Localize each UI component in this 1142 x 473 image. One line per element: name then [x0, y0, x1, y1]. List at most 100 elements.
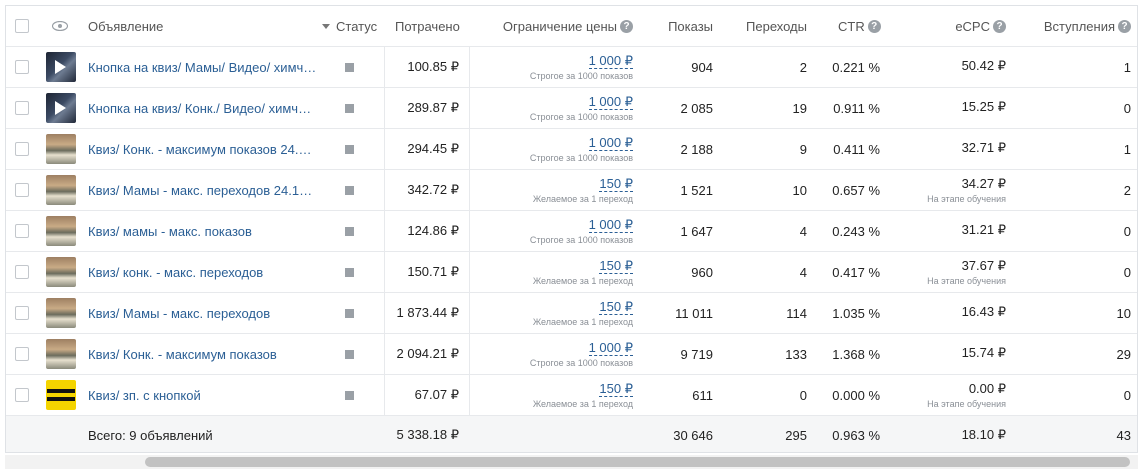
table-row[interactable]: Квиз/ Мамы - макс. переходов 24.1… 342.7… [6, 170, 1137, 211]
column-header-price-limit[interactable]: Ограничение цены? [481, 6, 633, 46]
price-limit-cell[interactable]: 1 000 ₽ Строгое за 1000 показов [481, 211, 633, 251]
ad-thumbnail-cell[interactable] [46, 211, 78, 251]
eye-icon[interactable] [52, 21, 68, 31]
ad-thumbnail-cell[interactable] [46, 293, 78, 333]
column-header-ecpc[interactable]: eCPC? [906, 6, 1006, 46]
price-limit-link[interactable]: 1 000 ₽ [588, 216, 633, 233]
table-row[interactable]: Квиз/ мамы - макс. показов 124.86 ₽ 1 00… [6, 211, 1137, 252]
price-limit-link[interactable]: 1 000 ₽ [588, 134, 633, 151]
ad-thumbnail[interactable] [46, 52, 76, 82]
question-icon[interactable]: ? [1118, 19, 1131, 33]
price-limit-link[interactable]: 1 000 ₽ [588, 339, 633, 356]
ad-thumbnail-cell[interactable] [46, 334, 78, 374]
price-limit-cell[interactable]: 150 ₽ Желаемое за 1 переход [481, 170, 633, 210]
ad-thumbnail[interactable] [46, 175, 76, 205]
ad-thumbnail-cell[interactable] [46, 252, 78, 292]
row-select-cell[interactable] [15, 252, 33, 292]
ad-name-link[interactable]: Квиз/ Мамы - макс. переходов 24.1… [88, 182, 313, 198]
row-select-cell[interactable] [15, 375, 33, 415]
price-limit-link[interactable]: 150 ₽ [599, 257, 633, 274]
ad-name-cell[interactable]: Квиз/ Конк. - максимум показов 24.… [88, 129, 318, 169]
row-checkbox[interactable] [15, 60, 29, 74]
price-limit-link[interactable]: 1 000 ₽ [588, 52, 633, 69]
ad-name-link[interactable]: Квиз/ конк. - макс. переходов [88, 264, 264, 280]
ad-name-cell[interactable]: Квиз/ Мамы - макс. переходов [88, 293, 318, 333]
select-all-cell[interactable] [15, 6, 33, 46]
row-select-cell[interactable] [15, 334, 33, 374]
column-header-joins[interactable]: Вступления? [1016, 6, 1131, 46]
row-checkbox[interactable] [15, 347, 29, 361]
column-header-ctr[interactable]: CTR? [838, 6, 898, 46]
column-header-status[interactable]: Статус [322, 6, 384, 46]
price-limit-cell[interactable]: 1 000 ₽ Строгое за 1000 показов [481, 129, 633, 169]
ad-name-cell[interactable]: Квиз/ зп. с кнопкой [88, 375, 318, 415]
ad-name-link[interactable]: Квиз/ Конк. - максимум показов [88, 346, 277, 362]
ad-name-cell[interactable]: Квиз/ Мамы - макс. переходов 24.1… [88, 170, 318, 210]
ad-name-link[interactable]: Квиз/ мамы - макс. показов [88, 223, 252, 239]
ad-name-cell[interactable]: Квиз/ мамы - макс. показов [88, 211, 318, 251]
question-icon[interactable]: ? [993, 19, 1006, 33]
ad-thumbnail-cell[interactable] [46, 129, 78, 169]
column-header-spent[interactable]: Потрачено [395, 6, 465, 46]
question-icon[interactable]: ? [620, 19, 633, 33]
row-checkbox[interactable] [15, 142, 29, 156]
row-select-cell[interactable] [15, 293, 33, 333]
price-limit-link[interactable]: 150 ₽ [599, 298, 633, 315]
price-limit-cell[interactable]: 1 000 ₽ Строгое за 1000 показов [481, 88, 633, 128]
ad-thumbnail[interactable] [46, 380, 76, 410]
ad-thumbnail[interactable] [46, 339, 76, 369]
table-row[interactable]: Квиз/ Конк. - максимум показов 24.… 294.… [6, 129, 1137, 170]
table-row[interactable]: Квиз/ Мамы - макс. переходов 1 873.44 ₽ … [6, 293, 1137, 334]
ad-thumbnail[interactable] [46, 257, 76, 287]
table-row[interactable]: Кнопка на квиз/ Мамы/ Видео/ химч… 100.8… [6, 47, 1137, 88]
row-select-cell[interactable] [15, 170, 33, 210]
row-checkbox[interactable] [15, 224, 29, 238]
row-checkbox[interactable] [15, 388, 29, 402]
column-header-impressions[interactable]: Показы [646, 6, 713, 46]
ad-name-link[interactable]: Кнопка на квиз/ Мамы/ Видео/ химч… [88, 59, 317, 75]
table-row[interactable]: Квиз/ конк. - макс. переходов 150.71 ₽ 1… [6, 252, 1137, 293]
row-checkbox[interactable] [15, 183, 29, 197]
price-limit-cell[interactable]: 150 ₽ Желаемое за 1 переход [481, 252, 633, 292]
row-select-cell[interactable] [15, 211, 33, 251]
ad-name-link[interactable]: Квиз/ зп. с кнопкой [88, 387, 201, 403]
table-row[interactable]: Квиз/ Конк. - максимум показов 2 094.21 … [6, 334, 1137, 375]
row-checkbox[interactable] [15, 101, 29, 115]
row-select-cell[interactable] [15, 129, 33, 169]
ad-thumbnail-cell[interactable] [46, 375, 78, 415]
column-header-ad[interactable]: Объявление [88, 6, 288, 46]
price-limit-link[interactable]: 150 ₽ [599, 175, 633, 192]
ad-name-link[interactable]: Квиз/ Мамы - макс. переходов [88, 305, 271, 321]
price-limit-cell[interactable]: 150 ₽ Желаемое за 1 переход [481, 293, 633, 333]
price-limit-cell[interactable]: 1 000 ₽ Строгое за 1000 показов [481, 47, 633, 87]
question-icon[interactable]: ? [867, 19, 881, 33]
scrollbar-thumb[interactable] [145, 457, 1130, 467]
ad-thumbnail-cell[interactable] [46, 47, 78, 87]
ad-name-cell[interactable]: Квиз/ конк. - макс. переходов [88, 252, 318, 292]
ad-thumbnail[interactable] [46, 216, 76, 246]
table-row[interactable]: Квиз/ зп. с кнопкой 67.07 ₽ 150 ₽ Желаемо… [6, 375, 1137, 416]
row-checkbox[interactable] [15, 306, 29, 320]
ad-thumbnail-cell[interactable] [46, 88, 78, 128]
row-select-cell[interactable] [15, 88, 33, 128]
price-limit-cell[interactable]: 1 000 ₽ Строгое за 1000 показов [481, 334, 633, 374]
ad-thumbnail[interactable] [46, 93, 76, 123]
ad-name-cell[interactable]: Кнопка на квиз/ Конк./ Видео/ химч… [88, 88, 318, 128]
price-limit-cell[interactable]: 150 ₽ Желаемое за 1 переход [481, 375, 633, 415]
visibility-header[interactable] [52, 6, 72, 46]
table-row[interactable]: Кнопка на квиз/ Конк./ Видео/ химч… 289.… [6, 88, 1137, 129]
column-header-clicks[interactable]: Переходы [726, 6, 807, 46]
row-select-cell[interactable] [15, 47, 33, 87]
ad-name-cell[interactable]: Квиз/ Конк. - максимум показов [88, 334, 318, 374]
ad-thumbnail-cell[interactable] [46, 170, 78, 210]
ad-name-link[interactable]: Квиз/ Конк. - максимум показов 24.… [88, 141, 312, 157]
horizontal-scrollbar[interactable] [5, 455, 1138, 469]
ad-name-cell[interactable]: Кнопка на квиз/ Мамы/ Видео/ химч… [88, 47, 318, 87]
ad-name-link[interactable]: Кнопка на квиз/ Конк./ Видео/ химч… [88, 100, 312, 116]
select-all-checkbox[interactable] [15, 19, 29, 33]
price-limit-link[interactable]: 150 ₽ [599, 380, 633, 397]
ad-thumbnail[interactable] [46, 298, 76, 328]
ad-thumbnail[interactable] [46, 134, 76, 164]
price-limit-link[interactable]: 1 000 ₽ [588, 93, 633, 110]
row-checkbox[interactable] [15, 265, 29, 279]
